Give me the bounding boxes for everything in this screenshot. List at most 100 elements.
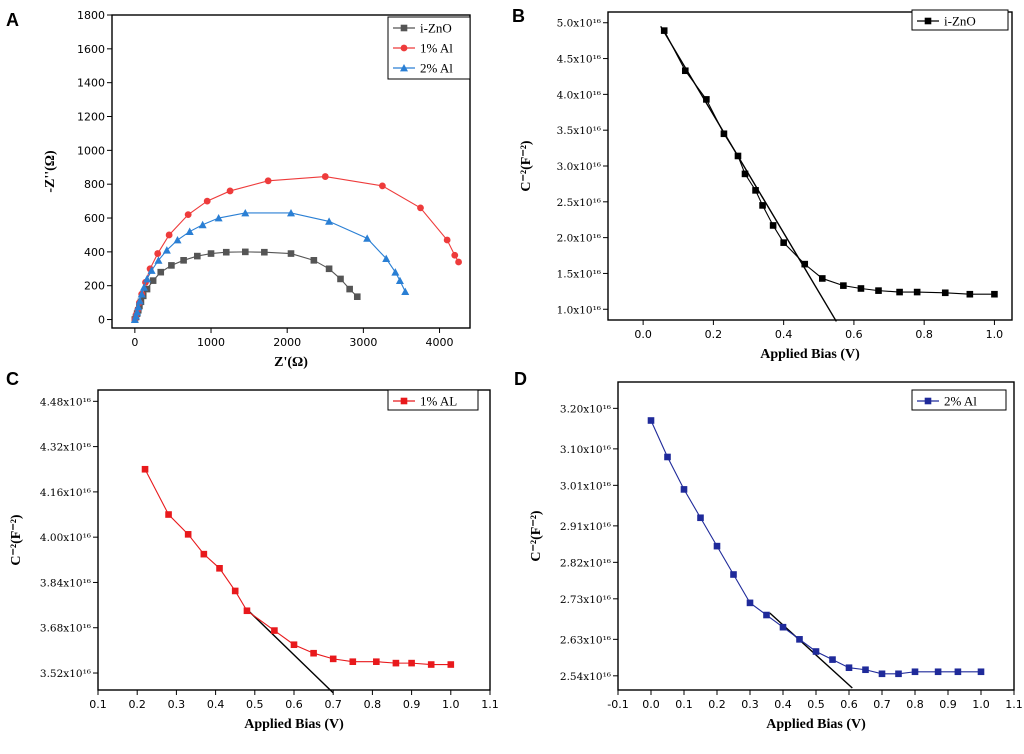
y-tick-label-b: 2.5x10¹⁶ [557, 197, 601, 209]
data-point-d-0 [730, 571, 737, 578]
x-axis-title-c: Applied Bias (V) [244, 717, 344, 732]
y-tick-label-a: 800 [84, 178, 105, 191]
data-point-a-0 [168, 262, 175, 269]
y-tick-label-a: 1200 [77, 111, 105, 124]
data-point-a-1 [455, 258, 462, 266]
x-tick-label-a: 0 [131, 336, 138, 349]
data-point-b-0 [801, 260, 809, 268]
data-point-b-0 [741, 170, 749, 178]
legend-box-d [911, 389, 1007, 411]
data-point-d-0 [763, 611, 770, 619]
data-point-a-0 [149, 277, 157, 284]
legend-box-b [911, 9, 1009, 31]
data-point-b-0 [896, 288, 903, 296]
data-point-a-2 [391, 268, 400, 276]
data-point-c-0 [447, 661, 455, 668]
y-tick-label-d: 2.91x10¹⁶ [560, 521, 611, 533]
data-point-a-1 [443, 236, 451, 244]
x-tick-label-c: 0.7 [324, 698, 342, 711]
data-point-a-0 [337, 275, 344, 283]
data-point-a-1 [184, 211, 192, 219]
data-point-c-0 [310, 649, 317, 657]
y-tick-label-b: 5.0x10¹⁶ [557, 18, 601, 30]
data-point-c-0 [231, 587, 239, 595]
y-tick-label-d: 2.73x10¹⁶ [560, 594, 611, 606]
data-point-a-2 [241, 208, 250, 217]
legend-swatch-marker-d [924, 397, 932, 405]
data-point-d-0 [878, 670, 886, 678]
data-point-d-0 [934, 668, 942, 676]
x-tick-label-d: 0.7 [873, 698, 891, 711]
y-axis-title-c: C⁻²(F⁻²) [9, 514, 24, 565]
data-point-c-0 [141, 465, 149, 473]
data-point-d-0 [647, 417, 655, 424]
y-tick-label-c: 4.48x10¹⁶ [40, 396, 91, 408]
series-line-b-0 [663, 30, 995, 295]
legend-swatch-marker-a [400, 24, 408, 32]
data-point-c-0 [216, 565, 223, 572]
y-tick-label-a: 1400 [77, 77, 105, 90]
legend-label-d: 2% Al [944, 394, 977, 409]
x-tick-label-c: 0.6 [285, 698, 303, 711]
data-point-b-0 [941, 289, 949, 297]
data-point-c-0 [200, 550, 208, 558]
data-point-a-1 [154, 250, 162, 257]
data-point-a-0 [157, 268, 165, 276]
data-point-b-0 [780, 239, 787, 246]
data-point-a-2 [143, 274, 152, 283]
data-point-a-2 [133, 307, 142, 316]
data-point-c-0 [427, 661, 435, 668]
legend-c: 1% AL [387, 389, 479, 411]
data-point-d-0 [895, 670, 902, 678]
x-tick-label-b: 1.0 [986, 328, 1004, 341]
data-point-b-0 [857, 285, 865, 292]
legend-label-b: i-ZnO [944, 14, 976, 29]
legend-d: 2% Al [911, 389, 1007, 411]
data-point-a-1 [264, 177, 272, 185]
panel-d: D -0.1 0.0 0.1 0.2 0.3 0.4 0.5 0.6 0.7 0.8 0.9 1.0 1.… [514, 369, 1023, 732]
data-point-d-0 [954, 668, 962, 676]
data-point-d-0 [796, 636, 803, 643]
x-tick-label-d: 0.4 [774, 698, 792, 711]
x-axis-title-a: Z'(Ω) [274, 355, 308, 370]
panel-c: C 0.1 0.2 0.3 0.4 0.5 0.6 0.7 0.8 0.9 1.0 1.1 3.52x1… [6, 369, 499, 732]
data-point-d-0 [911, 668, 919, 676]
x-tick-label-c: 0.2 [128, 698, 146, 711]
data-point-c-0 [271, 627, 278, 634]
legend-label-a: i-ZnO [420, 21, 452, 36]
legend-b: i-ZnO [911, 9, 1009, 31]
panel-letter-c: C [6, 369, 19, 389]
plot-frame-a [111, 14, 471, 329]
y-tick-label-b: 4.0x10¹⁶ [557, 89, 601, 101]
data-point-a-2 [162, 246, 171, 254]
panel-letter-d: D [514, 369, 527, 389]
data-point-b-0 [840, 282, 847, 289]
data-point-a-1 [203, 197, 211, 205]
y-tick-label-b: 4.5x10¹⁶ [557, 54, 601, 66]
y-axis-title-b: C⁻²(F⁻²) [519, 140, 534, 191]
x-tick-label-c: 0.9 [403, 698, 421, 711]
y-tick-label-d: 3.01x10¹⁶ [560, 480, 611, 492]
legend-label-c: 1% AL [420, 394, 457, 409]
x-tick-label-d: 0.0 [642, 698, 660, 711]
y-tick-label-b: 1.0x10¹⁶ [557, 304, 601, 316]
x-tick-label-d: 0.6 [840, 698, 858, 711]
data-point-d-0 [977, 668, 985, 676]
series-line-a-0 [134, 251, 358, 320]
data-point-b-0 [875, 287, 882, 294]
series-line-a-1 [134, 176, 460, 320]
y-axis-title-a: -Z''(Ω) [43, 150, 58, 193]
data-point-a-2 [325, 217, 334, 225]
data-point-a-2 [134, 302, 143, 311]
y-tick-label-d: 2.54x10¹⁶ [560, 671, 611, 683]
data-point-d-0 [680, 486, 688, 493]
panel-letter-b: B [512, 6, 525, 26]
x-tick-label-b: 0.2 [705, 328, 723, 341]
data-point-d-0 [862, 666, 869, 674]
data-point-c-0 [243, 607, 251, 615]
data-point-d-0 [664, 453, 671, 461]
x-tick-label-d: 1.0 [972, 698, 990, 711]
x-tick-label-d: -0.1 [607, 698, 628, 711]
x-tick-label-c: 0.3 [168, 698, 186, 711]
